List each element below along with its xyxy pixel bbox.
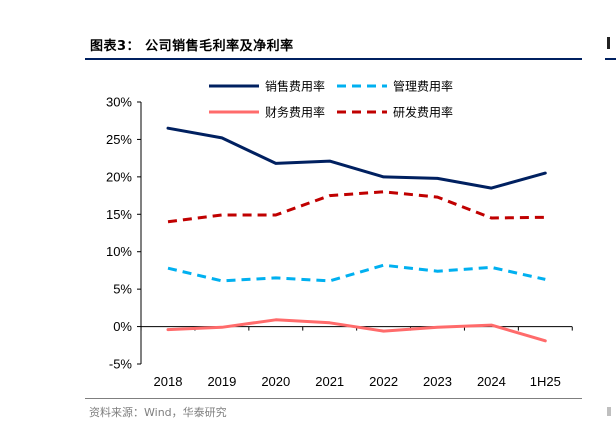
figure-title: 图表3： 公司销售毛利率及净利率 xyxy=(90,39,294,54)
x-tick-label: 2023 xyxy=(423,374,452,389)
series-line-rnd xyxy=(167,190,546,224)
y-tick-label: 25% xyxy=(106,132,132,147)
source-divider xyxy=(85,398,582,399)
x-tick-label: 2022 xyxy=(369,374,398,389)
y-tick-label: 0% xyxy=(113,319,132,334)
adjacent-figure-divider xyxy=(605,58,616,60)
x-tick-label: 1H25 xyxy=(530,374,561,389)
series-lines xyxy=(166,126,547,343)
data-source-note: 资料来源：Wind，华泰研究 xyxy=(89,406,227,419)
x-tick-label: 2024 xyxy=(477,374,506,389)
series-line-finance xyxy=(166,318,547,343)
y-tick-label: 20% xyxy=(106,169,132,184)
x-axis-tick-labels: 2018 2019 2020 2021 2022 2023 2024 1H25 xyxy=(154,374,561,389)
x-tick-label: 2019 xyxy=(207,374,236,389)
y-tick-label: 30% xyxy=(106,95,132,110)
x-tick-label: 2020 xyxy=(261,374,290,389)
y-tick-label: -5% xyxy=(109,357,133,372)
series-line-selling xyxy=(166,126,547,190)
y-tick-label: 10% xyxy=(106,244,132,259)
x-tick-label: 2018 xyxy=(154,374,183,389)
chart-axes xyxy=(137,101,573,365)
legend-label-finance: 财务费用率 xyxy=(265,105,325,120)
adjacent-figure-edge-mark xyxy=(607,37,610,49)
series-line-admin xyxy=(167,263,546,283)
y-tick-label: 15% xyxy=(106,207,132,222)
y-tick-label: 5% xyxy=(113,282,132,297)
y-axis-tick-labels: -5% 0% 5% 10% 15% 20% 25% 30% xyxy=(106,95,132,372)
adjacent-figure-source-mark xyxy=(607,407,611,416)
title-divider xyxy=(85,58,582,60)
legend-label-admin: 管理费用率 xyxy=(393,79,453,94)
legend-label-rnd: 研发费用率 xyxy=(393,105,453,120)
x-tick-label: 2021 xyxy=(315,374,344,389)
legend-label-selling: 销售费用率 xyxy=(265,79,325,94)
